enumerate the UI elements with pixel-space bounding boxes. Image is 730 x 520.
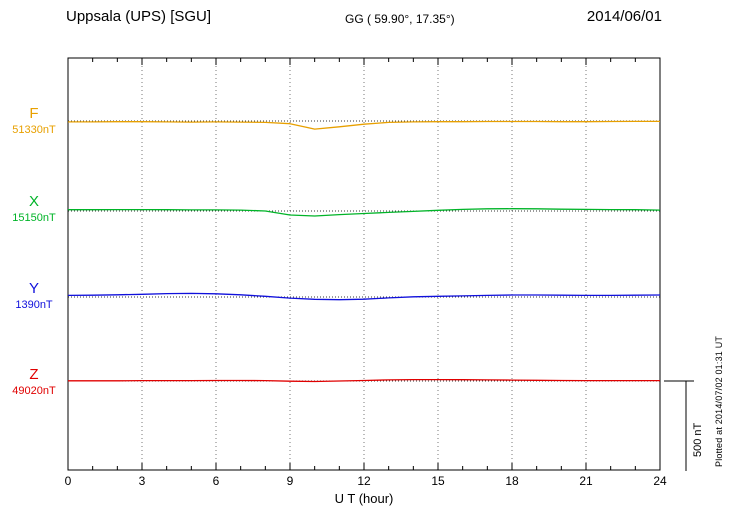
trace-label-x: X 15150nT xyxy=(4,194,64,224)
x-tick-label: 15 xyxy=(431,474,445,488)
plot-frame xyxy=(67,57,661,471)
trace-letter-f: F xyxy=(29,105,39,122)
x-tick-label: 3 xyxy=(138,474,146,488)
trace-letter-y: Y xyxy=(28,280,39,297)
trace-letter-z: Z xyxy=(29,366,39,383)
trace-label-z: Z 49020nT xyxy=(4,367,64,397)
trace-baseline-y: 1390nT xyxy=(15,299,53,311)
trace-y xyxy=(67,292,661,301)
trace-x xyxy=(68,208,661,217)
x-tick-label: 21 xyxy=(579,474,593,488)
x-tick-label: 6 xyxy=(212,474,220,488)
trace-f xyxy=(68,120,660,130)
trace-z xyxy=(68,378,660,383)
trace-baseline-x: 15150nT xyxy=(12,212,56,224)
geo-coordinates: GG ( 59.90°, 17.35°) xyxy=(345,12,455,26)
x-tick-label: 24 xyxy=(653,474,667,488)
x-tick-label: 18 xyxy=(505,474,519,488)
x-axis-title: U T (hour) xyxy=(334,491,394,506)
x-tick-label: 0 xyxy=(64,474,72,488)
scale-bar-label: 500 nT xyxy=(692,422,704,457)
x-tick-label: 9 xyxy=(286,474,294,488)
x-tick-label: 12 xyxy=(357,474,371,488)
trace-baseline-f: 51330nT xyxy=(12,124,56,136)
trace-label-y: Y 1390nT xyxy=(4,281,64,311)
trace-baseline-z: 49020nT xyxy=(12,385,56,397)
plotted-at-note: Plotted at 2014/07/02 01:31 UT xyxy=(714,335,724,467)
station-title: Uppsala (UPS) [SGU] xyxy=(66,8,212,25)
trace-label-f: F 51330nT xyxy=(4,106,64,136)
trace-letter-x: X xyxy=(28,193,39,210)
plot-date: 2014/06/01 xyxy=(586,8,662,25)
